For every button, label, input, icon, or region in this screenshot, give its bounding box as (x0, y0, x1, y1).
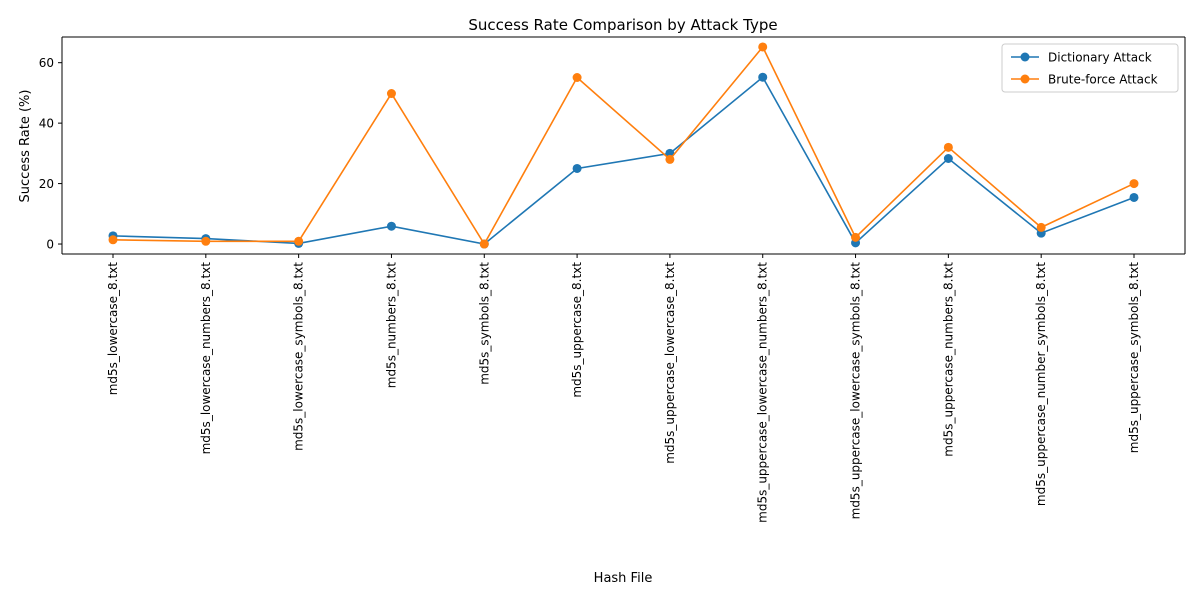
legend-marker (1020, 74, 1030, 84)
x-tick-label: md5s_lowercase_symbols_8.txt (292, 262, 306, 451)
data-point (758, 72, 768, 82)
x-tick-label: md5s_uppercase_8.txt (570, 262, 584, 398)
x-tick-label: md5s_uppercase_lowercase_8.txt (663, 262, 677, 464)
x-tick-label: md5s_uppercase_symbols_8.txt (1127, 262, 1141, 454)
data-point (108, 235, 118, 245)
data-point (943, 142, 953, 152)
legend-box (1001, 43, 1179, 93)
chart-title: Success Rate Comparison by Attack Type (468, 16, 777, 34)
data-point (943, 153, 953, 163)
data-point (758, 42, 768, 52)
x-tick-label: md5s_lowercase_8.txt (106, 262, 120, 396)
y-axis-label: Success Rate (%) (18, 90, 33, 203)
data-point (294, 236, 304, 246)
data-point (572, 163, 582, 173)
legend-marker (1020, 52, 1030, 62)
x-tick-label: md5s_symbols_8.txt (477, 262, 491, 385)
x-axis-label: Hash File (594, 571, 653, 586)
x-tick-label: md5s_uppercase_numbers_8.txt (941, 262, 955, 457)
x-tick-label: md5s_lowercase_numbers_8.txt (199, 262, 213, 455)
series-line-2 (112, 45, 1135, 246)
legend-label: Brute-force Attack (1048, 73, 1158, 87)
data-point (201, 236, 211, 246)
data-point (1036, 222, 1046, 232)
legend: Dictionary Attack Brute-force Attack (1001, 43, 1179, 93)
data-point (851, 232, 861, 242)
plot-area: 0 20 40 60 md5s_lowercase_8.txt md5s_lowercas… (39, 36, 1186, 523)
data-point (665, 154, 675, 164)
x-tick-label: md5s_numbers_8.txt (384, 262, 398, 389)
data-point (386, 89, 396, 99)
x-tick-label: md5s_uppercase_lowercase_numbers_8.txt (756, 262, 770, 523)
data-point (479, 239, 489, 249)
data-point (386, 221, 396, 231)
y-tick-label: 40 (39, 117, 54, 131)
data-point (572, 72, 582, 82)
data-point (1129, 179, 1139, 189)
series-line-1 (112, 75, 1135, 245)
x-tick-label: md5s_uppercase_lowercase_symbols_8.txt (849, 262, 863, 520)
y-tick-label: 60 (39, 56, 54, 70)
y-tick-label: 20 (39, 177, 54, 191)
legend-label: Dictionary Attack (1048, 51, 1152, 65)
y-tick-label: 0 (46, 238, 54, 252)
data-point (1129, 192, 1139, 202)
x-tick-label: md5s_uppercase_number_symbols_8.txt (1034, 262, 1048, 506)
